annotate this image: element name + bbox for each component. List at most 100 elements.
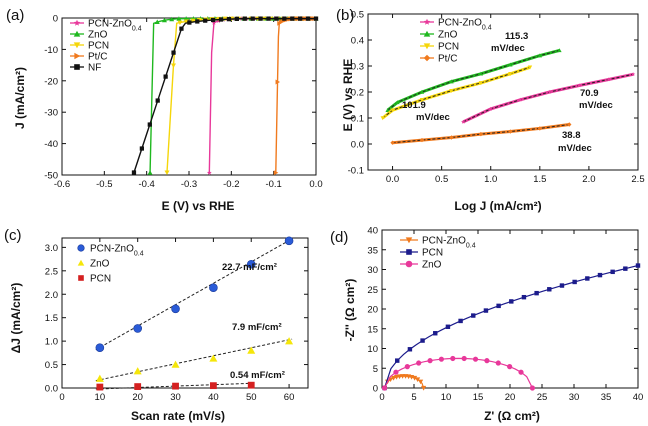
point-pcn — [419, 98, 425, 102]
point-pcn-zno0-4 — [133, 324, 142, 333]
point-nf — [139, 146, 145, 151]
point-nf — [250, 16, 255, 21]
point-nf — [131, 170, 137, 175]
point-pcn-zno0-4 — [461, 119, 466, 124]
point-pcn-zno0-4 — [631, 72, 636, 77]
x-tick-label: -0.1 — [265, 179, 281, 190]
x-tick-label: 40 — [208, 392, 219, 403]
point-nf — [179, 26, 184, 31]
panel-b-annot-pcn-value: 101.9 — [402, 100, 426, 111]
legend-marker-nf — [74, 64, 80, 70]
x-tick-label: 25 — [537, 392, 548, 403]
point-pcn-zno0-4 — [95, 343, 105, 352]
panel-label-a: (a) — [6, 7, 24, 24]
point-pcn — [635, 263, 641, 268]
point-zno — [209, 354, 218, 362]
point-pcn — [177, 20, 183, 26]
point-pt-c — [449, 135, 454, 140]
point-zno — [508, 62, 513, 67]
curve-zno — [384, 357, 533, 389]
panel-b-annot-pcnzno-unit: mV/dec — [579, 100, 613, 111]
point-zno — [381, 385, 388, 391]
legend-label-pcn-zno0-4: PCN-ZnO0.4 — [88, 19, 142, 33]
legend-label-pt-c: Pt/C — [438, 54, 457, 65]
legend-marker-zno — [405, 260, 413, 268]
panel-a-xlabel: E (V) vs RHE — [162, 199, 235, 213]
panel-b-ylabel: E (V) vs RHE — [341, 59, 355, 132]
legend-label-pcn-zno0-4: PCN-ZnO0.4 — [422, 236, 476, 250]
x-tick-label: 2.0 — [582, 174, 595, 185]
panel-d-axes: 0 5 10 15 20 25 30 35 40 0 5 10 15 20 25 30 35 40 — [367, 226, 643, 404]
point-nf — [234, 16, 239, 21]
legend-marker-pcn — [73, 42, 81, 49]
point-pcn-zno0-4 — [206, 170, 212, 175]
x-tick-label: -0.4 — [138, 179, 154, 190]
point-pcn — [547, 287, 552, 292]
x-tick-label: 10 — [441, 392, 452, 403]
legend-marker-pcn-zno0-4 — [73, 19, 81, 26]
panel-label-d: (d) — [330, 229, 348, 246]
point-pcn — [390, 108, 395, 113]
legend-marker-pt-c — [423, 54, 431, 62]
point-pcn — [407, 347, 413, 352]
point-pcn — [521, 294, 527, 300]
legend-marker-pcn-zno0-4 — [77, 244, 85, 252]
x-tick-label: -0.2 — [223, 179, 239, 190]
x-tick-label: 0 — [59, 392, 64, 403]
point-nf — [274, 16, 279, 21]
y-tick-label: 2.0 — [45, 290, 58, 301]
point-zno — [537, 53, 543, 58]
point-pcn — [623, 266, 628, 271]
point-pt-c — [275, 79, 281, 85]
legend-marker-zno — [77, 259, 85, 266]
x-tick-label: 30 — [170, 392, 181, 403]
panel-d-ylabel: -Z'' (Ω cm²) — [343, 279, 357, 342]
point-zno — [395, 100, 400, 105]
panel-c-ylabel: ΔJ (mA/cm²) — [9, 283, 23, 354]
legend-marker-pcn — [423, 43, 431, 50]
y-tick-label: 15 — [367, 324, 378, 335]
x-tick-label: -0.6 — [54, 179, 70, 190]
y-tick-label: 1.5 — [45, 313, 58, 324]
y-tick-label: 5 — [373, 364, 378, 375]
x-tick-label: 30 — [569, 392, 580, 403]
panel-b-annot-pcnzno-value: 70.9 — [580, 88, 599, 99]
y-tick-label: 10 — [367, 344, 378, 355]
y-tick-label: 0 — [53, 14, 58, 25]
legend-marker-pcn-zno0-4 — [423, 18, 431, 25]
y-tick-label: 30 — [367, 265, 378, 276]
panel-d-xlabel: Z' (Ω cm²) — [484, 409, 540, 423]
point-pcn-zno0-4 — [488, 106, 493, 111]
point-pcn-zno0-4 — [606, 77, 611, 82]
x-tick-label: 0 — [379, 392, 384, 403]
point-pcn-zno0-4 — [211, 20, 217, 25]
point-pcn — [449, 88, 454, 93]
point-pcn — [96, 383, 104, 391]
point-pt-c — [273, 170, 279, 176]
legend-label-zno: ZnO — [438, 30, 458, 41]
panel-a: -0.6 -0.5 -0.4 -0.3 -0.2 -0.1 0.0 0 -10 -20 -30 -40… — [13, 14, 323, 214]
point-zno — [416, 360, 422, 366]
y-tick-label: -10 — [44, 45, 58, 56]
x-tick-label: 1.0 — [484, 174, 497, 185]
legend-label-pcn-zno0-4: PCN-ZnO0.4 — [438, 18, 492, 32]
fit-zno — [387, 49, 560, 111]
point-zno — [171, 360, 180, 368]
panel-a-series — [131, 16, 319, 176]
panel-b-annot-zno-unit: mV/dec — [491, 43, 525, 54]
legend-marker-zno — [73, 30, 81, 37]
x-tick-label: 0.5 — [435, 174, 448, 185]
point-nf — [210, 17, 216, 23]
point-pcn — [172, 382, 179, 390]
panel-c-annot-pcn: 0.54 mF/cm² — [230, 370, 285, 381]
point-nf — [290, 16, 295, 21]
point-zno — [438, 356, 445, 362]
y-tick-label: -30 — [44, 108, 58, 119]
x-tick-label: 1.5 — [533, 174, 546, 185]
point-pcn — [445, 324, 451, 329]
x-tick-label: 5 — [411, 392, 416, 403]
point-pcn — [471, 313, 476, 318]
x-tick-label: 50 — [246, 392, 257, 403]
